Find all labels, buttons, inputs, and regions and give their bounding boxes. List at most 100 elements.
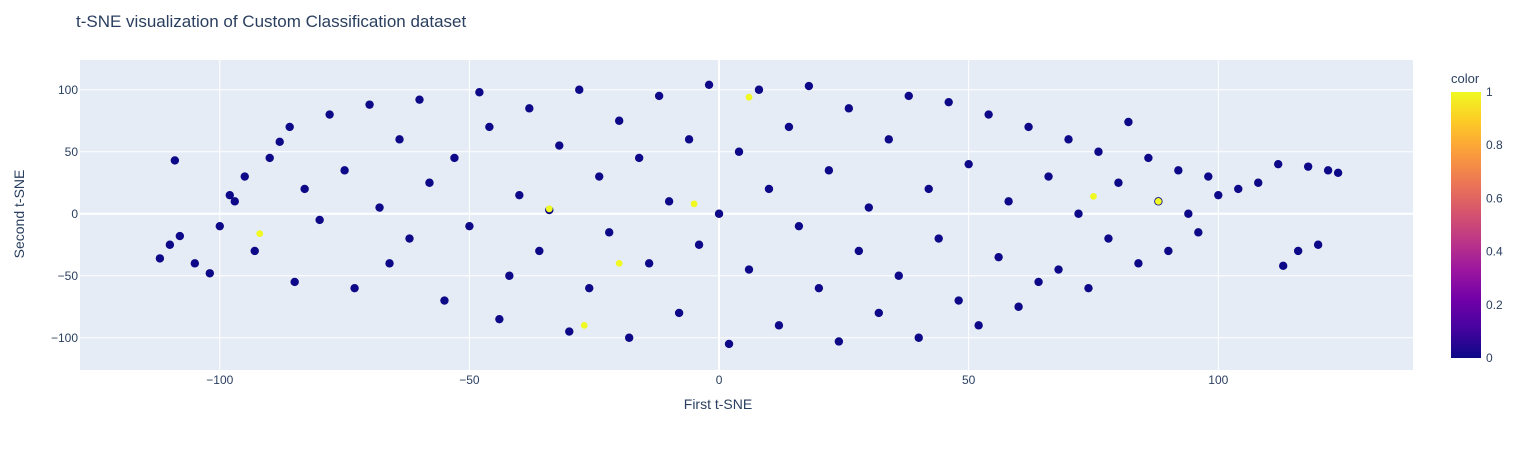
- data-point-class-1[interactable]: [256, 230, 264, 238]
- data-point-class-0[interactable]: [844, 104, 854, 113]
- data-point-class-0[interactable]: [974, 321, 983, 330]
- data-point-class-0[interactable]: [744, 265, 754, 274]
- data-point-class-0[interactable]: [565, 327, 574, 336]
- data-point-class-0[interactable]: [894, 271, 903, 280]
- data-point-class-0[interactable]: [395, 135, 404, 144]
- data-point-class-0[interactable]: [1164, 246, 1173, 256]
- data-point-class-0[interactable]: [904, 91, 913, 101]
- data-point-class-0[interactable]: [954, 296, 963, 305]
- data-point-class-0[interactable]: [1104, 234, 1113, 243]
- data-point-class-0[interactable]: [205, 269, 215, 278]
- data-point-class-0[interactable]: [1014, 302, 1023, 311]
- data-point-class-0[interactable]: [864, 203, 874, 212]
- data-point-class-0[interactable]: [1004, 197, 1013, 206]
- data-point-class-0[interactable]: [340, 166, 349, 175]
- data-point-class-1[interactable]: [745, 93, 753, 101]
- data-point-class-0[interactable]: [1194, 228, 1203, 237]
- data-point-class-0[interactable]: [275, 137, 284, 147]
- data-point-class-0[interactable]: [405, 234, 414, 243]
- data-point-class-0[interactable]: [914, 333, 923, 342]
- data-point-class-0[interactable]: [415, 95, 424, 104]
- data-point-class-0[interactable]: [1333, 168, 1343, 178]
- data-point-class-0[interactable]: [250, 246, 259, 256]
- data-point-class-1[interactable]: [580, 321, 588, 329]
- data-point-class-0[interactable]: [824, 166, 834, 175]
- data-point-class-0[interactable]: [1303, 162, 1313, 171]
- data-point-class-0[interactable]: [385, 259, 394, 268]
- data-point-class-0[interactable]: [924, 184, 933, 194]
- data-point-class-0[interactable]: [854, 246, 864, 256]
- data-point-class-0[interactable]: [555, 141, 564, 150]
- data-point-class-0[interactable]: [190, 259, 200, 268]
- data-point-class-1[interactable]: [545, 205, 553, 213]
- data-point-class-0[interactable]: [350, 283, 359, 293]
- data-point-class-0[interactable]: [505, 271, 514, 280]
- data-point-class-0[interactable]: [285, 122, 294, 132]
- data-point-class-0[interactable]: [375, 203, 384, 212]
- data-point-class-0[interactable]: [465, 221, 474, 231]
- data-point-class-0[interactable]: [215, 221, 224, 231]
- data-point-class-0[interactable]: [624, 333, 634, 342]
- data-point-class-0[interactable]: [804, 81, 814, 91]
- data-point-class-0[interactable]: [644, 259, 654, 268]
- data-point-class-0[interactable]: [814, 283, 824, 293]
- data-point-class-0[interactable]: [614, 116, 624, 125]
- data-point-class-1[interactable]: [1090, 193, 1097, 200]
- data-point-class-0[interactable]: [874, 308, 884, 318]
- data-point-class-0[interactable]: [575, 85, 584, 94]
- data-point-class-0[interactable]: [934, 234, 943, 243]
- data-point-class-0[interactable]: [495, 314, 504, 324]
- data-point-class-0[interactable]: [1254, 178, 1263, 187]
- data-point-class-0[interactable]: [704, 80, 714, 90]
- data-point-class-0[interactable]: [1024, 122, 1033, 132]
- data-point-class-1[interactable]: [615, 259, 623, 267]
- data-point-class-0[interactable]: [794, 221, 804, 231]
- data-point-class-0[interactable]: [1034, 277, 1043, 287]
- data-point-class-0[interactable]: [1278, 261, 1288, 271]
- data-point-class-0[interactable]: [225, 190, 234, 200]
- data-point-class-0[interactable]: [1313, 240, 1323, 249]
- data-point-class-0[interactable]: [165, 240, 175, 249]
- data-point-class-0[interactable]: [1144, 153, 1153, 163]
- data-point-class-0[interactable]: [170, 156, 180, 165]
- data-point-class-0[interactable]: [764, 184, 774, 194]
- data-point-class-0[interactable]: [784, 122, 794, 132]
- data-point-class-0[interactable]: [535, 246, 544, 256]
- data-point-class-0[interactable]: [664, 197, 674, 206]
- data-point-class-0[interactable]: [265, 153, 274, 163]
- data-point-class-0[interactable]: [1084, 283, 1093, 293]
- data-point-class-0[interactable]: [1094, 147, 1103, 156]
- data-point-class-0[interactable]: [240, 172, 249, 181]
- data-point-class-0[interactable]: [884, 135, 893, 144]
- data-point-class-0[interactable]: [1174, 166, 1183, 175]
- data-point-class-0[interactable]: [605, 228, 614, 237]
- data-point-class-0[interactable]: [714, 209, 724, 218]
- data-point-class-0[interactable]: [175, 231, 185, 241]
- data-point-class-0[interactable]: [450, 153, 459, 163]
- data-point-class-0[interactable]: [1293, 246, 1303, 256]
- data-point-class-0[interactable]: [325, 110, 334, 119]
- data-point-class-0[interactable]: [684, 135, 694, 144]
- data-point-class-0[interactable]: [525, 104, 534, 113]
- data-point-class-0[interactable]: [834, 337, 844, 346]
- data-point-class-0[interactable]: [724, 339, 734, 349]
- data-point-class-1[interactable]: [690, 200, 698, 208]
- data-point-class-0[interactable]: [1184, 209, 1193, 218]
- data-point-class-0[interactable]: [694, 240, 704, 249]
- data-point-class-0[interactable]: [674, 308, 684, 318]
- data-point-class-0[interactable]: [1064, 135, 1073, 144]
- data-point-class-0[interactable]: [315, 215, 324, 225]
- data-point-class-0[interactable]: [944, 97, 953, 107]
- data-point-class-1[interactable]: [1154, 197, 1162, 205]
- data-point-class-0[interactable]: [1044, 172, 1053, 181]
- data-point-class-0[interactable]: [1134, 259, 1143, 268]
- data-point-class-0[interactable]: [595, 172, 604, 181]
- data-point-class-0[interactable]: [1054, 265, 1063, 274]
- data-point-class-0[interactable]: [485, 122, 494, 132]
- data-point-class-0[interactable]: [1274, 159, 1283, 169]
- data-point-class-0[interactable]: [425, 178, 434, 187]
- data-point-class-0[interactable]: [1234, 184, 1243, 194]
- data-point-class-0[interactable]: [230, 197, 239, 206]
- data-point-class-0[interactable]: [290, 277, 299, 287]
